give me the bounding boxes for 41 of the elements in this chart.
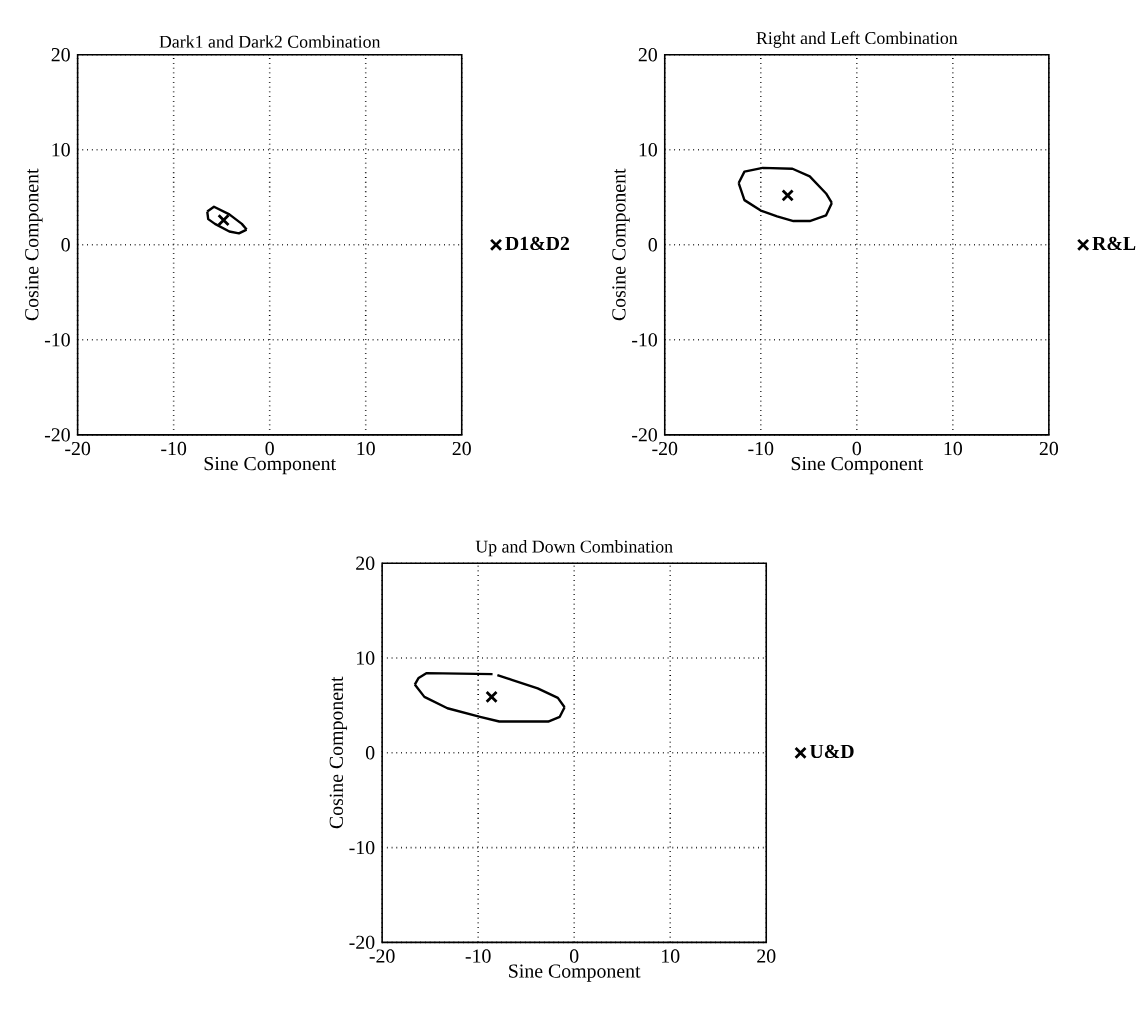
y-tick-label: 20 [356,556,375,570]
y-tick-label: 0 [648,238,657,252]
x-tick-label: 20 [452,441,471,456]
x-axis-title: Sine Component [791,456,924,475]
y-tick-label: -20 [349,935,375,950]
x-axis-title: Sine Component [509,964,641,982]
chart-title: Up and Down Combination [475,540,673,557]
y-tick-label: 10 [639,143,657,157]
y-tick-label: 10 [357,651,375,665]
y-tick-label: 20 [51,48,70,62]
x-tick-label: 10 [662,949,680,963]
y-axis-title: Cosine Component [612,168,630,321]
x-tick-label: -20 [369,949,395,963]
chart-title: Dark1 and Dark2 Combination [159,35,381,48]
y-axis-title: Cosine Component [25,168,43,321]
y-tick-label: 10 [52,143,70,157]
x-tick-label: 0 [265,441,274,456]
y-tick-label: 0 [365,746,375,760]
x-tick-label: -10 [465,949,491,963]
x-tick-label: 0 [852,441,862,456]
y-tick-label: 0 [61,238,70,252]
y-tick-label: -10 [349,840,375,855]
y-axis-title: Cosine Component [329,676,348,829]
legend-label: U&D [809,744,854,759]
x-tick-label: -20 [65,441,91,456]
y-tick-label: -10 [44,333,70,347]
x-tick-label: -10 [748,441,774,456]
x-tick-label: 20 [1039,441,1059,456]
x-tick-label: 20 [757,949,776,963]
y-tick-label: -20 [632,428,657,442]
x-tick-label: -10 [161,441,187,456]
x-tick-label: 10 [944,441,962,456]
x-axis-title: Sine Component [204,456,336,475]
legend-label: D1&D2 [505,236,570,251]
chart-title: Right and Left Combination [756,31,958,48]
y-tick-label: 20 [638,48,657,62]
x-tick-label: 0 [569,949,579,963]
y-tick-label: -10 [632,333,657,347]
x-tick-label: -20 [652,441,678,456]
legend-label: R&L [1092,236,1136,251]
y-tick-label: -20 [44,428,70,442]
